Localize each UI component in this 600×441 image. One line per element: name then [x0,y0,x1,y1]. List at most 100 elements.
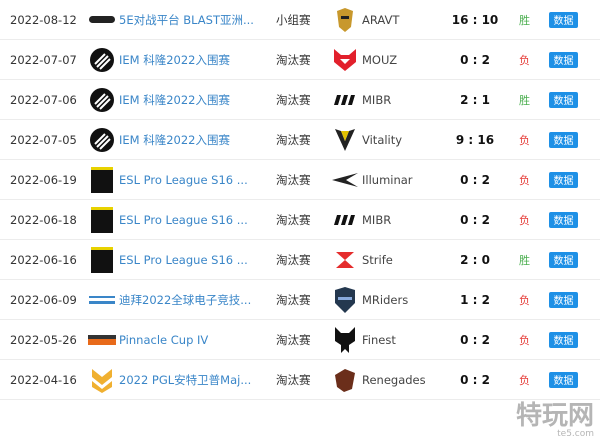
match-date: 2022-05-26 [10,332,77,347]
pinnacle-logo-icon [88,327,116,353]
match-stage: 淘汰赛 [276,172,311,187]
match-date: 2022-07-05 [10,132,77,147]
match-data-button[interactable]: 数据 [549,171,578,188]
opponent-team: Strife [362,252,393,267]
esl-pro-league-logo-icon [88,206,116,233]
match-stage: 淘汰赛 [276,132,311,147]
mibr-logo-icon [332,87,358,113]
event-link[interactable]: 5E对战平台 BLAST亚洲... [119,12,254,27]
match-stage: 淘汰赛 [276,332,311,347]
mibr-logo-icon [332,207,358,233]
opponent-team: MRiders [362,292,409,307]
event-link[interactable]: Pinnacle Cup IV [119,332,209,347]
match-data-button[interactable]: 数据 [549,91,578,108]
match-result: 胜 [519,13,530,27]
match-row: 2022-08-12 5E对战平台 BLAST亚洲... 小组赛 ARAVT 16 : … [0,0,600,40]
match-data-button[interactable]: 数据 [549,51,578,68]
match-date: 2022-06-18 [10,212,77,227]
match-data-button[interactable]: 数据 [549,291,578,308]
event-link[interactable]: 迪拜2022全球电子竞技... [119,292,252,307]
aravt-logo-icon [332,7,358,33]
event-link[interactable]: 2022 PGL安特卫普Maj... [119,372,252,387]
match-result: 胜 [519,253,530,267]
blast-logo-icon [88,7,116,33]
match-score: 0 : 2 [460,212,490,227]
match-score: 1 : 2 [460,292,490,307]
match-row: 2022-04-16 2022 PGL安特卫普Maj... 淘汰赛 Renegades… [0,360,600,400]
match-row: 2022-06-16 ESL Pro League S16 ... 淘汰赛 Strif… [0,240,600,280]
opponent-team: MIBR [362,92,392,107]
match-result: 负 [519,333,530,347]
pgl-major-logo-icon [88,367,116,393]
watermark-domain: te5.com [557,429,594,439]
match-row: 2022-05-26 Pinnacle Cup IV 淘汰赛 Finest 0 : 2 负… [0,320,600,360]
match-score: 2 : 1 [460,92,490,107]
match-row: 2022-07-07 IEM 科隆2022入围赛 淘汰赛 MOUZ 0 : 2 负 数据 [0,40,600,80]
match-score: 0 : 2 [460,332,490,347]
match-stage: 淘汰赛 [276,252,311,267]
match-stage: 淘汰赛 [276,212,311,227]
match-result: 负 [519,173,530,187]
match-row: 2022-06-09 迪拜2022全球电子竞技... 淘汰赛 MRiders 1 : 2… [0,280,600,320]
watermark-text: 特玩网 [515,401,594,431]
match-date: 2022-08-12 [10,12,77,27]
match-row: 2022-07-06 IEM 科隆2022入围赛 淘汰赛 MIBR 2 : 1 胜 数据 [0,80,600,120]
iem-logo-icon [88,127,116,153]
match-result: 负 [519,133,530,147]
match-score: 0 : 2 [460,172,490,187]
event-link[interactable]: ESL Pro League S16 ... [119,212,248,227]
event-link[interactable]: ESL Pro League S16 ... [119,172,248,187]
opponent-team: Finest [362,332,396,347]
opponent-team: ARAVT [362,12,400,27]
match-row: 2022-07-05 IEM 科隆2022入围赛 淘汰赛 Vitality 9 : 16… [0,120,600,160]
vitality-logo-icon [332,127,358,153]
match-date: 2022-06-16 [10,252,77,267]
opponent-team: MIBR [362,212,392,227]
match-data-button[interactable]: 数据 [549,371,578,388]
event-link[interactable]: IEM 科隆2022入围赛 [119,92,231,107]
match-stage: 淘汰赛 [276,372,311,387]
match-stage: 淘汰赛 [276,52,311,67]
match-row: 2022-06-19 ESL Pro League S16 ... 淘汰赛 Illum… [0,160,600,200]
watermark-logo: 特玩网 te5.com [516,402,594,440]
strife-logo-icon [332,247,358,273]
mriders-logo-icon [332,286,358,313]
event-link[interactable]: IEM 科隆2022入围赛 [119,132,231,147]
match-score: 0 : 2 [460,372,490,387]
finest-logo-icon [332,326,358,353]
match-score: 9 : 16 [455,132,495,147]
match-score: 2 : 0 [460,252,490,267]
esl-pro-league-logo-icon [88,166,116,193]
match-data-button[interactable]: 数据 [549,331,578,348]
renegades-logo-icon [332,367,358,393]
match-data-button[interactable]: 数据 [549,211,578,228]
opponent-team: Renegades [362,372,426,387]
match-result: 负 [519,53,530,67]
tour-logo-icon [88,287,116,313]
match-date: 2022-06-19 [10,172,77,187]
match-data-button[interactable]: 数据 [549,131,578,148]
illuminar-logo-icon [332,167,358,193]
match-data-button[interactable]: 数据 [549,11,578,28]
iem-logo-icon [88,47,116,73]
opponent-team: MOUZ [362,52,398,67]
match-stage: 淘汰赛 [276,292,311,307]
match-data-button[interactable]: 数据 [549,251,578,268]
opponent-team: Vitality [362,132,403,147]
opponent-team: Illuminar [362,172,413,187]
esl-pro-league-logo-icon [88,246,116,273]
event-link[interactable]: IEM 科隆2022入围赛 [119,52,231,67]
match-score: 16 : 10 [451,12,499,27]
mouz-logo-icon [332,47,358,73]
match-date: 2022-07-07 [10,52,77,67]
event-link[interactable]: ESL Pro League S16 ... [119,252,248,267]
match-result: 胜 [519,93,530,107]
match-date: 2022-06-09 [10,292,77,307]
match-score: 0 : 2 [460,52,490,67]
match-row: 2022-06-18 ESL Pro League S16 ... 淘汰赛 MIBR 0… [0,200,600,240]
match-result: 负 [519,213,530,227]
match-result: 负 [519,293,530,307]
match-date: 2022-07-06 [10,92,77,107]
iem-logo-icon [88,87,116,113]
match-stage: 小组赛 [276,12,311,27]
